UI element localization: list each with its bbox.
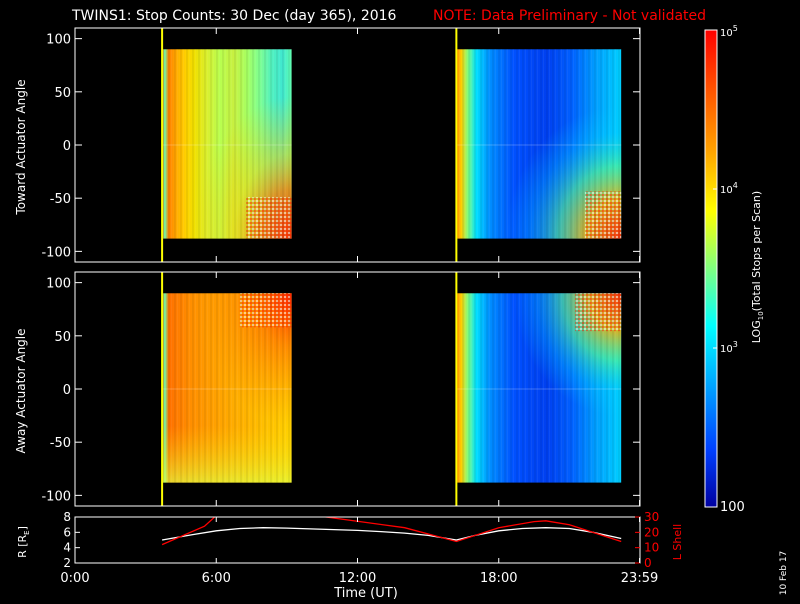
orbit-series-l-shell <box>161 517 622 546</box>
toward-block-1 <box>456 49 622 239</box>
colorbar-frame <box>704 29 718 508</box>
plot-date: 10 Feb 17 <box>779 551 789 596</box>
orbit-ytick-right-label-3: 0 <box>644 556 652 570</box>
orbit-xlabel: Time (UT) <box>333 586 398 600</box>
toward-ytick-label-2: 0 <box>63 139 71 154</box>
orbit-xtick-label-0: 0:00 <box>60 571 89 586</box>
orbit-ylabel-left: R [RE] <box>16 526 31 558</box>
orbit-xtick-label-3: 18:00 <box>480 571 517 586</box>
orbit-frame <box>74 516 641 564</box>
colorbar-tick-label-1: 104 <box>720 181 738 196</box>
colorbar-tick-label-0: 105 <box>720 24 738 39</box>
orbit-ytick-left-label-2: 4 <box>63 541 71 555</box>
colorbar-label-rest: (Total Stops per Scan) <box>750 191 763 312</box>
chart-title: TWINS1: Stop Counts: 30 Dec (day 365), 2… <box>71 8 397 24</box>
orbit-series-r <box>161 527 622 541</box>
colorbar-tick-exp-2: 3 <box>733 340 738 349</box>
away-block-1 <box>456 293 622 483</box>
away-block-0 <box>162 293 292 483</box>
away-ytick-label-3: -50 <box>50 436 71 451</box>
toward-ytick-label-4: -100 <box>41 245 71 260</box>
orbit-xtick-label-4: 23:59 <box>621 571 658 586</box>
toward-ytick-label-3: -50 <box>50 192 71 207</box>
orbit-ytick-right-label-0: 30 <box>644 510 659 524</box>
orbit-ytick-right-label-2: 10 <box>644 541 659 555</box>
toward-panel: 100 50 0 -50 -100 <box>41 27 641 263</box>
away-ylabel: Away Actuator Angle <box>14 328 28 453</box>
orbit-ylabel-left-main: R [R <box>16 534 29 557</box>
colorbar-label: LOG10(Total Stops per Scan) <box>750 191 765 343</box>
colorbar-tick-base-0: 10 <box>720 28 733 39</box>
orbit-ylabel-right: L Shell <box>671 524 684 560</box>
orbit-ytick-left-label-1: 6 <box>63 525 71 539</box>
away-panel: 100 50 0 -50 -100 <box>41 271 641 507</box>
colorbar-tick-base-3: 100 <box>720 500 745 515</box>
colorbar-label-log: LOG <box>750 320 763 343</box>
orbit-xtick-label-1: 6:00 <box>202 571 231 586</box>
colorbar-tick-exp-0: 5 <box>733 24 738 33</box>
validation-note: NOTE: Data Preliminary - Not validated <box>433 8 706 24</box>
toward-ytick-label-0: 100 <box>46 33 71 48</box>
away-ytick-label-1: 50 <box>54 330 71 345</box>
colorbar-label-sub: 10 <box>757 311 765 320</box>
toward-ylabel: Toward Actuator Angle <box>14 79 28 215</box>
colorbar-tick-label-2: 103 <box>720 340 738 355</box>
colorbar-tick-base-2: 10 <box>720 344 733 355</box>
colorbar-tick-label-3: 100 <box>720 500 745 515</box>
orbit-ytick-left-label-0: 8 <box>63 510 71 524</box>
colorbar-gradient <box>705 30 717 507</box>
toward-ytick-label-1: 50 <box>54 86 71 101</box>
orbit-ytick-right-label-1: 20 <box>644 525 659 539</box>
toward-block-0 <box>162 49 292 239</box>
colorbar-tick-exp-1: 4 <box>733 181 738 190</box>
orbit-ylabel-left-end: ] <box>16 526 29 530</box>
orbit-ylabel-left-sub: E <box>23 530 31 534</box>
orbit-ytick-left-label-3: 2 <box>63 556 71 570</box>
colorbar-tick-base-1: 10 <box>720 185 733 196</box>
away-ytick-label-0: 100 <box>46 277 71 292</box>
away-ytick-label-4: -100 <box>41 489 71 504</box>
orbit-xtick-label-2: 12:00 <box>339 571 376 586</box>
away-ytick-label-2: 0 <box>63 383 71 398</box>
